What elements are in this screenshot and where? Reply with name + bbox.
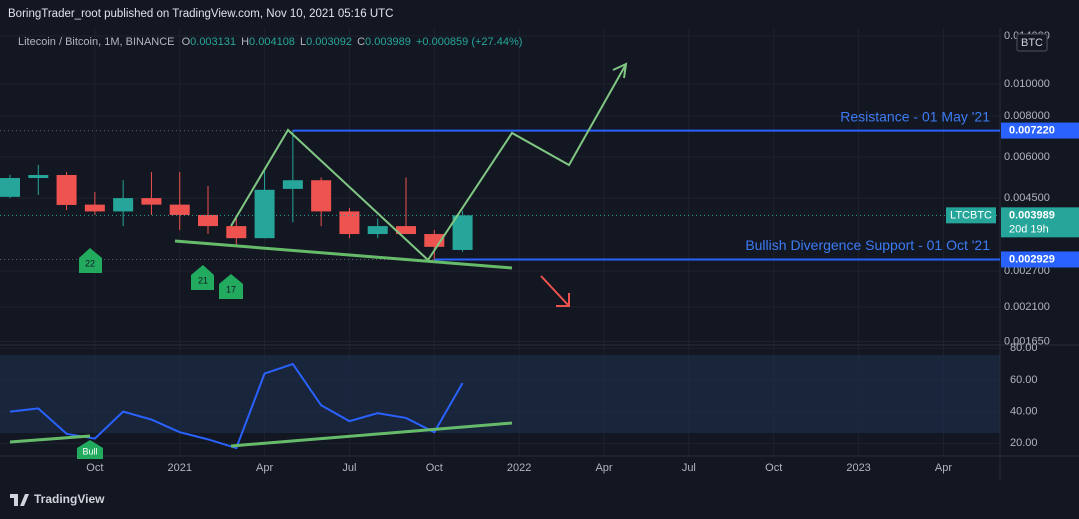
badges: 22 21 17 Bull — [77, 248, 243, 459]
badge-label: Bull — [82, 446, 97, 456]
candle-body — [56, 175, 77, 205]
y-tick-label: 80.00 — [1010, 342, 1038, 354]
symbol: LTCBTC — [950, 209, 992, 221]
candle-body — [0, 178, 20, 197]
x-tick-label: Jul — [342, 462, 356, 474]
candle-body — [452, 215, 473, 250]
candle-body — [28, 175, 49, 179]
published: BoringTrader_root published on TradingVi… — [8, 8, 393, 20]
x-tick-label: Oct — [765, 462, 782, 474]
x-tick-label: Oct — [426, 462, 443, 474]
level-name: Resistance - 01 May '21 — [840, 108, 990, 124]
high: 0.004108 — [249, 36, 295, 48]
level-price-box — [1001, 122, 1079, 139]
title: Litecoin / Bitcoin, 1M, BINANCE — [18, 36, 175, 48]
candle-body — [198, 214, 218, 227]
x-tick-label: 2021 — [167, 462, 191, 474]
candle-body — [254, 189, 275, 239]
price-label: 0.003989 — [1009, 209, 1055, 221]
y-tick-label: 0.002100 — [1004, 301, 1050, 313]
x-tick-label: Apr — [256, 462, 273, 474]
badge — [79, 248, 102, 273]
rsi-line-b — [230, 421, 513, 448]
x-tick-label: Oct — [86, 462, 103, 474]
change: +0.000859 (+27.44%) — [416, 36, 522, 48]
candle-body — [311, 180, 332, 212]
y-tick-label: 0.010000 — [1004, 78, 1050, 90]
x-tick-label: 2022 — [507, 462, 531, 474]
top-bar — [0, 0, 1079, 28]
legend: Litecoin / Bitcoin, 1M, BINANCE O0.00313… — [18, 36, 522, 48]
trend-path — [230, 65, 626, 262]
arrow-head — [612, 62, 628, 79]
level-price-box — [1001, 251, 1079, 268]
badge-label: 17 — [226, 284, 236, 294]
level-price: 0.002929 — [1009, 253, 1055, 265]
y-tick-label: 0.002700 — [1004, 265, 1050, 277]
symbol-box — [946, 207, 996, 224]
x-tick-label: Apr — [935, 462, 952, 474]
candle-body — [339, 211, 360, 235]
y-tick-label: 0.008000 — [1004, 110, 1050, 122]
ohlc-key: L — [300, 36, 306, 48]
level-price: 0.007220 — [1009, 124, 1055, 136]
badge — [191, 265, 214, 290]
close: 0.003989 — [365, 36, 411, 48]
candle-body — [367, 226, 388, 235]
rsi-line-a — [9, 434, 91, 444]
level-name: Bullish Divergence Support - 01 Oct '21 — [745, 237, 990, 253]
y-tick-label: 0.001650 — [1004, 335, 1050, 347]
x-tick-label: 2023 — [846, 462, 870, 474]
drawings — [9, 62, 628, 448]
rsi-band — [0, 355, 1000, 433]
currency: BTC — [1021, 37, 1043, 49]
y-tick-label: 20.00 — [1010, 437, 1038, 449]
candle-body — [396, 226, 416, 235]
ohlc-key: H — [241, 36, 249, 48]
arrow-shaft — [540, 275, 570, 307]
badge-label: 21 — [198, 275, 208, 285]
countdown: 20d 19h — [1009, 223, 1049, 235]
y-tick-label: 0.006000 — [1004, 151, 1050, 163]
low: 0.003092 — [306, 36, 352, 48]
y-tick-label: 40.00 — [1010, 406, 1038, 418]
candle-body — [113, 198, 134, 212]
price-box — [1001, 207, 1079, 238]
candle-body — [141, 198, 162, 205]
x-tick-label: Jul — [682, 462, 696, 474]
marks: 0.0140000.0100000.0080000.0060000.004500… — [0, 30, 1079, 474]
ohlc-key: O — [182, 36, 191, 48]
x-tick-label: Apr — [595, 462, 612, 474]
ohlc-key: C — [357, 36, 365, 48]
candle-body — [84, 204, 105, 212]
candle-body — [226, 226, 247, 239]
candle-body — [169, 204, 190, 215]
divergence-line — [174, 239, 513, 270]
logo-text: TradingView — [34, 492, 105, 506]
badge — [77, 440, 103, 459]
badge — [219, 274, 243, 299]
y-tick-label: 0.004500 — [1004, 192, 1050, 204]
badge-label: 22 — [85, 258, 95, 268]
logo-icon — [10, 494, 29, 506]
currency-badge — [1016, 33, 1048, 52]
down-arrow — [540, 275, 570, 307]
open: 0.003131 — [190, 36, 236, 48]
arrow-head — [556, 293, 570, 307]
candle-body — [282, 180, 303, 189]
y-tick-label: 60.00 — [1010, 374, 1038, 386]
